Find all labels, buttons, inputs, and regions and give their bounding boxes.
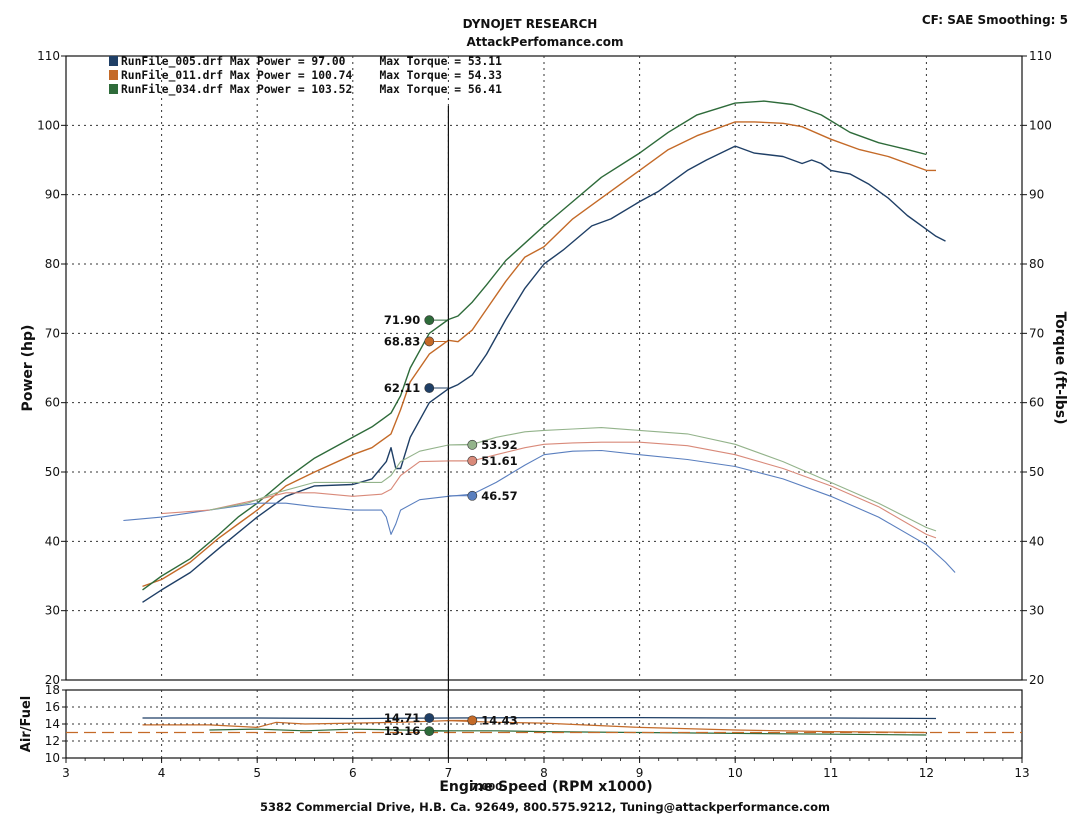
cursor-marker-dot — [424, 315, 435, 326]
x-tick-label: 10 — [728, 766, 743, 780]
torque-tick-label: 40 — [1029, 534, 1044, 548]
cursor-marker-value: 53.92 — [481, 438, 517, 452]
torque-tick-label: 50 — [1029, 465, 1044, 479]
cursor-marker-dot — [424, 726, 435, 737]
power-tick-label: 30 — [45, 604, 60, 618]
power-axis-ticks: 20 30 40 50 60 70 80 90 100 110 — [37, 49, 66, 687]
cursor-marker-value: 14.71 — [384, 711, 420, 725]
torque-tick-label: 60 — [1029, 396, 1044, 410]
afr-series-runfile-011-drf — [142, 720, 927, 734]
torque-tick-label: 80 — [1029, 257, 1044, 271]
series-power-runfile-005-drf — [142, 145, 946, 603]
cursor-marker-value: 62.11 — [384, 381, 420, 395]
x-tick-label: 12 — [919, 766, 934, 780]
legend: RunFile_005.drf Max Power = 97.00 Max To… — [109, 55, 502, 96]
afr-series-runfile-034-drf — [209, 728, 927, 736]
torque-tick-label: 110 — [1029, 49, 1052, 63]
legend-swatch-run005 — [109, 56, 118, 66]
power-tick-label: 80 — [45, 257, 60, 271]
cursor-marker-dot — [424, 713, 435, 723]
afr-tick-label: 16 — [45, 700, 60, 714]
cursor-marker-dot — [424, 336, 435, 347]
power-tick-label: 50 — [45, 465, 60, 479]
afr-series — [142, 717, 937, 736]
series-torque-runfile-011-drf — [161, 441, 937, 539]
x-tick-label: 3 — [62, 766, 70, 780]
x-tick-label: 9 — [636, 766, 644, 780]
x-axis-label: Engine Speed (RPM x1000) — [439, 779, 652, 795]
afr-tick-label: 14 — [45, 717, 60, 731]
afr-grid — [66, 690, 1022, 758]
cursor-marker-dot — [467, 715, 478, 726]
afr-tick-label: 18 — [45, 683, 60, 697]
power-tick-label: 40 — [45, 534, 60, 548]
cursor-marker-value: 68.83 — [384, 334, 420, 348]
x-tick-label: 6 — [349, 766, 357, 780]
torque-tick-label: 30 — [1029, 604, 1044, 618]
torque-tick-label: 90 — [1029, 188, 1044, 202]
legend-entry-run011: RunFile_011.drf Max Power = 100.74 Max T… — [121, 69, 502, 82]
chart-subtitle: AttackPerfomance.com — [466, 35, 623, 49]
power-tick-label: 60 — [45, 396, 60, 410]
afr-tick-label: 10 — [45, 751, 60, 765]
series-power-runfile-034-drf — [142, 100, 927, 591]
torque-tick-label: 70 — [1029, 326, 1044, 340]
torque-axis-ticks: 20 30 40 50 60 70 80 90 100 110 — [1022, 49, 1052, 687]
legend-swatch-run034 — [109, 84, 118, 94]
afr-plot-frame — [65, 689, 1023, 759]
power-grid — [66, 56, 1022, 680]
power-tick-label: 70 — [45, 326, 60, 340]
cursor-marker-value: 51.61 — [481, 454, 517, 468]
rpm-cursor-label: 7.000 — [471, 782, 503, 793]
afr-axis-ticks: 10 12 14 16 18 — [45, 683, 66, 765]
series-torque-runfile-034-drf — [209, 427, 937, 532]
cursor-marker-dot — [424, 383, 435, 393]
afr-series-runfile-005-drf — [142, 717, 937, 720]
torque-tick-label: 100 — [1029, 118, 1052, 132]
afr-tick-label: 12 — [45, 734, 60, 748]
power-tick-label: 90 — [45, 188, 60, 202]
afr-axis-label: Air/Fuel — [19, 696, 34, 752]
legend-entry-run034: RunFile_034.drf Max Power = 103.52 Max T… — [121, 83, 502, 96]
torque-tick-label: 20 — [1029, 673, 1044, 687]
cursor-marker-value: 46.57 — [481, 489, 517, 503]
dyno-settings: CF: SAE Smoothing: 5 — [922, 13, 1068, 27]
torque-axis-label: Torque (ft-lbs) — [1052, 311, 1068, 424]
power-tick-label: 20 — [45, 673, 60, 687]
x-tick-label: 7 — [445, 766, 453, 780]
cursor-marker-value: 13.16 — [384, 724, 420, 738]
x-tick-label: 8 — [540, 766, 548, 780]
x-tick-label: 13 — [1014, 766, 1029, 780]
cursor-marker-value: 14.43 — [481, 713, 517, 727]
footer-address: 5382 Commercial Drive, H.B. Ca. 92649, 8… — [260, 800, 830, 814]
power-tick-label: 100 — [37, 118, 60, 132]
series-power-runfile-011-drf — [142, 121, 936, 588]
x-tick-label: 5 — [253, 766, 261, 780]
cursor-marker-value: 71.90 — [384, 313, 420, 327]
x-axis-ticks: 3 4 5 6 7 8 9 10 11 12 13 — [62, 758, 1030, 780]
cursor-marker-dot — [467, 439, 478, 450]
cursor-marker-dot — [467, 455, 478, 466]
cursor-marker-dot — [467, 490, 478, 501]
x-tick-label: 11 — [823, 766, 838, 780]
cursor-markers: 71.90 68.83 62.11 53.92 51.61 46.57 — [384, 313, 518, 503]
power-axis-label: Power (hp) — [20, 325, 36, 412]
chart-title: DYNOJET RESEARCH — [463, 17, 598, 31]
legend-entry-run005: RunFile_005.drf Max Power = 97.00 Max To… — [121, 55, 502, 68]
power-torque-series — [123, 100, 956, 603]
x-tick-label: 4 — [158, 766, 166, 780]
power-tick-label: 110 — [37, 49, 60, 63]
legend-swatch-run011 — [109, 70, 118, 80]
